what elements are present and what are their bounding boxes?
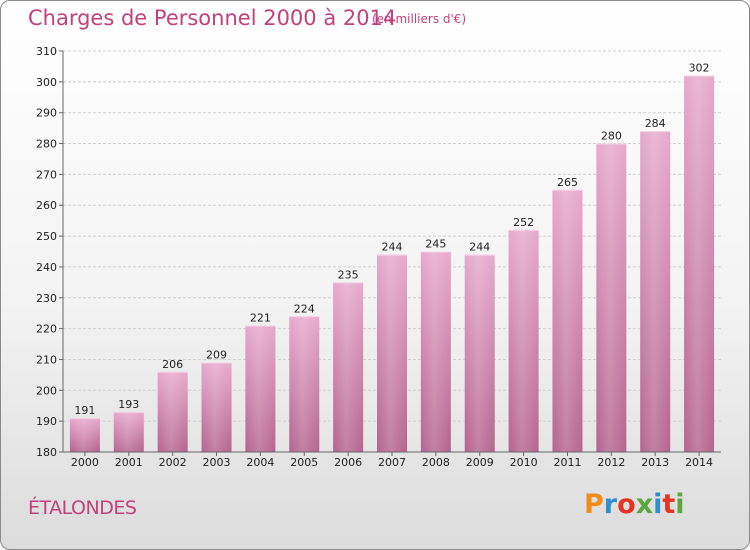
y-tick-label: 270 (36, 168, 57, 181)
x-tick-label: 2005 (290, 456, 318, 469)
y-tick-label: 190 (36, 415, 57, 428)
data-label: 235 (338, 268, 359, 281)
data-label: 252 (513, 216, 534, 229)
bar-highlight (420, 251, 451, 452)
bar-highlight (684, 75, 715, 452)
y-tick-label: 230 (36, 292, 57, 305)
x-tick-label: 2007 (378, 456, 406, 469)
logo-letter: i (675, 489, 685, 520)
x-tick-label: 2006 (334, 456, 362, 469)
y-tick-label: 240 (36, 261, 57, 274)
proxiti-logo[interactable]: Proxiti (584, 489, 685, 520)
bar-highlight (69, 418, 100, 452)
data-label: 245 (425, 238, 446, 251)
x-tick-label: 2008 (422, 456, 450, 469)
x-tick-label: 2003 (203, 456, 231, 469)
y-tick-label: 280 (36, 138, 57, 151)
chart-subtitle: (en milliers d'€) (372, 12, 467, 26)
chart-title: Charges de Personnel 2000 à 2014 (28, 6, 397, 30)
bar-highlight (289, 316, 320, 452)
logo-letter: o (617, 489, 636, 520)
bar-highlight (508, 229, 539, 452)
logo-letter: r (603, 489, 618, 520)
bar-highlight (245, 325, 276, 452)
x-tick-label: 2004 (246, 456, 274, 469)
data-label: 193 (118, 398, 139, 411)
bar-highlight (333, 282, 364, 452)
x-tick-label: 2010 (510, 456, 538, 469)
bar-highlight (552, 189, 583, 453)
logo-letter: P (584, 489, 604, 520)
data-label: 302 (689, 62, 710, 75)
data-label: 191 (74, 404, 95, 417)
x-tick-label: 2001 (115, 456, 143, 469)
data-label: 221 (250, 312, 271, 325)
y-tick-label: 250 (36, 230, 57, 243)
logo-letter: t (662, 489, 676, 520)
y-tick-label: 200 (36, 384, 57, 397)
x-tick-label: 2009 (466, 456, 494, 469)
y-tick-label: 180 (36, 446, 57, 459)
data-label: 209 (206, 349, 227, 362)
x-tick-label: 2014 (685, 456, 713, 469)
data-label: 280 (601, 130, 622, 143)
bar-highlight (113, 411, 144, 452)
x-tick-label: 2002 (159, 456, 187, 469)
bar-highlight (377, 254, 407, 452)
y-tick-label: 290 (36, 107, 57, 120)
data-label: 265 (557, 176, 578, 189)
bar-highlight (596, 143, 627, 453)
x-tick-label: 2012 (597, 456, 625, 469)
data-label: 224 (294, 302, 315, 315)
bar-highlight (464, 254, 495, 452)
bar-highlight (201, 362, 232, 452)
y-tick-label: 210 (36, 353, 57, 366)
y-tick-label: 220 (36, 323, 57, 336)
bar-highlight (157, 371, 188, 452)
bar-highlight (640, 131, 671, 452)
x-tick-label: 2011 (553, 456, 581, 469)
y-tick-label: 310 (36, 45, 57, 58)
y-tick-label: 300 (36, 76, 57, 89)
y-tick-label: 260 (36, 199, 57, 212)
data-label: 244 (469, 241, 490, 254)
logo-letter: x (635, 489, 654, 520)
data-label: 206 (162, 358, 183, 371)
data-label: 244 (382, 241, 403, 254)
data-label: 284 (645, 117, 666, 130)
x-tick-label: 2000 (71, 456, 99, 469)
logo-letter: i (653, 489, 663, 520)
commune-name: ÉTALONDES (28, 497, 137, 519)
x-tick-label: 2013 (641, 456, 669, 469)
